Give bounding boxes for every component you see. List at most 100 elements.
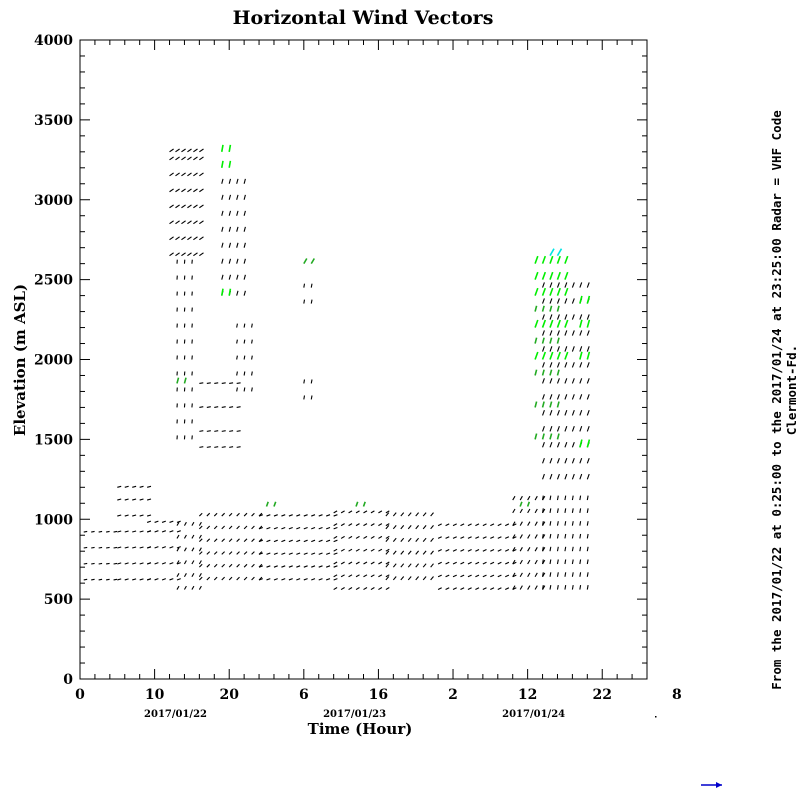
wind-vector xyxy=(243,525,248,530)
wind-vector xyxy=(549,433,553,440)
wind-vector xyxy=(333,514,338,517)
y-tick-label: 500 xyxy=(44,592,73,608)
wind-vector xyxy=(564,495,567,501)
wind-vector xyxy=(98,530,103,533)
wind-vector xyxy=(534,369,538,376)
wind-vector xyxy=(273,539,278,543)
wind-vector xyxy=(340,548,345,552)
wind-vector xyxy=(407,537,412,542)
wind-vector xyxy=(586,508,589,513)
wind-vector xyxy=(161,520,166,523)
wind-vector xyxy=(243,323,246,328)
wind-vector xyxy=(512,495,516,501)
wind-vector xyxy=(311,526,316,530)
wind-vector xyxy=(385,563,390,568)
wind-vector xyxy=(467,574,472,578)
wind-vector xyxy=(236,178,239,184)
wind-vector xyxy=(445,549,450,552)
wind-vector xyxy=(83,578,88,581)
wind-vector xyxy=(243,355,246,360)
wind-vector xyxy=(83,546,88,549)
wind-vector xyxy=(221,538,225,543)
wind-vector xyxy=(221,525,225,530)
wind-vector xyxy=(243,538,248,543)
wind-vector xyxy=(303,379,306,384)
wind-vector xyxy=(213,563,218,568)
wind-vector xyxy=(571,559,574,565)
wind-vector xyxy=(236,194,239,200)
wind-vector xyxy=(586,282,590,288)
wind-vector xyxy=(213,538,218,543)
wind-vector xyxy=(556,394,560,400)
wind-vector xyxy=(310,258,315,265)
wind-vector xyxy=(586,362,590,368)
wind-vector xyxy=(505,587,510,591)
wind-vector xyxy=(124,498,129,501)
wind-vector xyxy=(512,534,516,539)
wind-vector xyxy=(333,574,338,578)
wind-vector xyxy=(228,576,233,581)
wind-vector xyxy=(586,330,590,336)
wind-vector xyxy=(193,148,198,153)
wind-vector xyxy=(132,530,137,533)
wind-vector xyxy=(541,401,545,408)
wind-vector xyxy=(407,550,412,555)
wind-vector xyxy=(176,560,180,565)
wind-vector xyxy=(340,561,345,565)
wind-vectors xyxy=(83,144,591,591)
wind-vector xyxy=(497,574,502,578)
wind-vector xyxy=(236,339,238,344)
wind-vector xyxy=(549,495,552,501)
wind-vector xyxy=(355,587,360,591)
wind-vector xyxy=(124,546,129,549)
wind-vector xyxy=(132,498,137,501)
wind-vector xyxy=(475,523,480,527)
wind-vector xyxy=(236,406,241,408)
wind-vector xyxy=(243,563,248,568)
wind-vector xyxy=(549,521,552,526)
wind-vector xyxy=(355,523,360,527)
wind-vector xyxy=(534,337,538,344)
wind-vector xyxy=(549,401,553,408)
wind-vector xyxy=(355,548,360,552)
wind-vector xyxy=(206,406,211,408)
wind-vector xyxy=(198,560,202,565)
wind-vector xyxy=(541,255,547,264)
wind-vector xyxy=(415,525,420,530)
wind-vector xyxy=(221,430,226,432)
wind-vector xyxy=(579,295,583,304)
wind-vector xyxy=(586,533,589,539)
wind-vector xyxy=(586,319,591,328)
wind-vector xyxy=(475,587,480,591)
wind-vector xyxy=(124,514,129,517)
wind-vector xyxy=(296,578,301,581)
wind-vector xyxy=(169,148,174,153)
wind-vector xyxy=(549,346,553,352)
wind-vector xyxy=(124,578,129,581)
wind-vector xyxy=(586,458,590,464)
wind-vector xyxy=(169,220,174,225)
wind-vector xyxy=(228,226,232,232)
wind-vector xyxy=(564,410,568,416)
wind-vector xyxy=(199,220,204,225)
wind-vector xyxy=(243,242,246,248)
wind-vector xyxy=(303,299,306,304)
wind-vector xyxy=(193,236,198,241)
wind-vector xyxy=(534,351,539,360)
wind-vector xyxy=(490,574,495,578)
wind-vector xyxy=(243,339,246,344)
wind-vector xyxy=(534,521,538,526)
wind-vector xyxy=(176,520,181,523)
date-label: 2017/01/23 xyxy=(323,709,386,720)
wind-vector xyxy=(385,574,390,578)
wind-vector xyxy=(355,574,360,578)
wind-vector xyxy=(318,539,323,543)
wind-vector xyxy=(288,552,293,555)
wind-vector xyxy=(348,510,353,514)
wind-vector xyxy=(265,501,269,507)
wind-vector xyxy=(113,530,118,533)
wind-vector xyxy=(556,305,560,312)
wind-vector xyxy=(303,526,308,530)
wind-vector xyxy=(311,514,316,517)
wind-vector xyxy=(288,514,293,517)
